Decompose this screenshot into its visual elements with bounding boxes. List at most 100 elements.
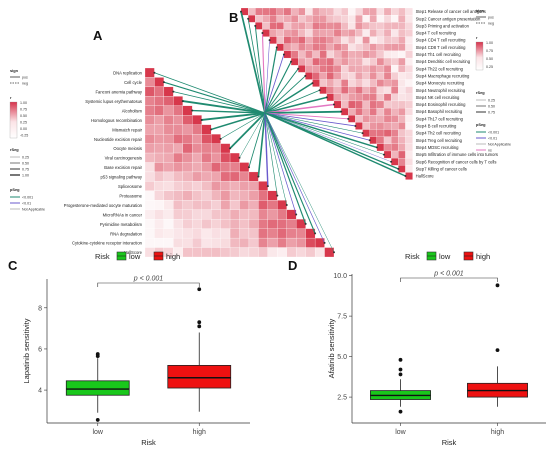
panel-label-d: D (288, 258, 297, 273)
heatmap-cell (211, 237, 221, 248)
outlier-point (398, 409, 403, 414)
step-label: HallScore (416, 174, 435, 179)
y-tick-label: 5.0 (337, 354, 347, 361)
heatmap-cell (276, 29, 285, 37)
heatmap-cell (405, 57, 413, 66)
heatmap-cell (173, 105, 183, 116)
heatmap-cell (163, 143, 174, 154)
heatmap-cell (312, 79, 320, 87)
heatmap-cell (312, 36, 320, 44)
link-endpoint (354, 124, 357, 127)
link-line (264, 112, 269, 187)
link-endpoint (325, 96, 328, 99)
pathway-label: Systemic lupus erythematosus (85, 99, 142, 104)
heatmap-cell (341, 57, 349, 66)
heatmap-cell (220, 247, 231, 258)
heatmap-cell (355, 22, 363, 30)
heatmap-cell (383, 36, 392, 44)
heatmap-cell (154, 134, 165, 144)
heatmap-cell (398, 100, 406, 109)
heatmap-cell (376, 7, 385, 16)
heatmap-cell (144, 162, 155, 173)
heatmap-cell (298, 65, 306, 73)
heatmap-cell (154, 96, 165, 106)
heatmap-cell (383, 107, 392, 116)
heatmap-cell (355, 50, 363, 59)
x-tick-label: high (491, 429, 504, 436)
heatmap-cell (286, 228, 297, 239)
heatmap-cell (405, 72, 413, 80)
link-endpoint (229, 147, 232, 150)
step-label: Step4 Th1 cell recruiting (416, 52, 462, 57)
step-label: Step3 Priming and activation (416, 23, 470, 28)
link-line (182, 100, 266, 114)
heatmap-cell (154, 190, 165, 201)
pathway-label: p53 signaling pathway (101, 175, 143, 180)
legend-a-r-colorbar (9, 101, 18, 139)
pathway-label: Pyrimidine metabolism (100, 222, 143, 227)
legend-a-rseg: 1.00 (22, 174, 29, 178)
heatmap-cell (391, 29, 399, 37)
heatmap-cell (154, 181, 165, 191)
link-endpoint (318, 89, 321, 92)
heatmap-cell (192, 219, 202, 229)
pathway-label: HallScore (124, 250, 143, 255)
legend-b-pos: pos (488, 16, 494, 20)
y-tick-label: 4 (38, 388, 42, 395)
heatmap-cell (154, 143, 165, 154)
heatmap-cell (163, 162, 174, 173)
heatmap-cell (163, 124, 174, 135)
legend-b-neg: neg (488, 22, 494, 26)
heatmap-cell (341, 72, 349, 80)
pathway-label: Homologous recombination (91, 118, 143, 123)
heatmap-cell (319, 50, 327, 59)
heatmap-cell (163, 152, 174, 163)
link-line (264, 54, 285, 114)
outlier-point (398, 372, 403, 377)
heatmap-cell (326, 86, 335, 94)
link-endpoint (361, 132, 364, 135)
heatmap-cell (348, 22, 356, 30)
heatmap-cell (369, 115, 377, 123)
heatmap-cell (144, 247, 155, 258)
heatmap-cell (211, 162, 221, 173)
legend-label-high: high (476, 252, 490, 261)
heatmap-cell (369, 93, 377, 102)
heatmap-cell (163, 219, 174, 229)
heatmap-cell (290, 36, 299, 44)
heatmap-cell (376, 36, 385, 44)
link-line (264, 96, 327, 114)
heatmap-cell (239, 219, 250, 229)
heatmap-cell (173, 209, 183, 220)
heatmap-cell (362, 79, 370, 87)
heatmap-cell (211, 247, 221, 258)
heatmap-cell (312, 57, 320, 66)
step-label: Step4 MDSC recruiting (416, 145, 459, 150)
heatmap-cell (192, 190, 202, 201)
heatmap-cell (305, 247, 316, 258)
heatmap-cell (248, 190, 259, 201)
heatmap-cell (355, 122, 363, 130)
heatmap-cell (383, 79, 392, 87)
heatmap-cell (383, 22, 392, 30)
heatmap-cell (258, 181, 268, 191)
panel-a-correlation-heatmap: DNA replication Cell cycle Fanconi anemia … (9, 67, 335, 258)
heatmap-cell (341, 100, 349, 109)
heatmap-cell (319, 36, 327, 44)
link-line (264, 75, 306, 114)
heatmap-cell (286, 247, 297, 258)
heatmap-cell (355, 29, 363, 37)
heatmap-cell (277, 228, 287, 239)
link-line (264, 89, 320, 114)
link-line (264, 47, 278, 114)
pathway-label: Proteasome (119, 193, 142, 198)
legend-a-r-tick: 1.00 (20, 101, 27, 105)
heatmap-cell (362, 7, 370, 16)
legend-title: Risk (95, 252, 110, 261)
heatmap-cell (348, 50, 356, 59)
link-line (264, 112, 406, 177)
heatmap-cell (283, 43, 292, 52)
significance-bracket (400, 277, 498, 282)
heatmap-cell (229, 190, 240, 201)
link-endpoint (181, 100, 184, 103)
